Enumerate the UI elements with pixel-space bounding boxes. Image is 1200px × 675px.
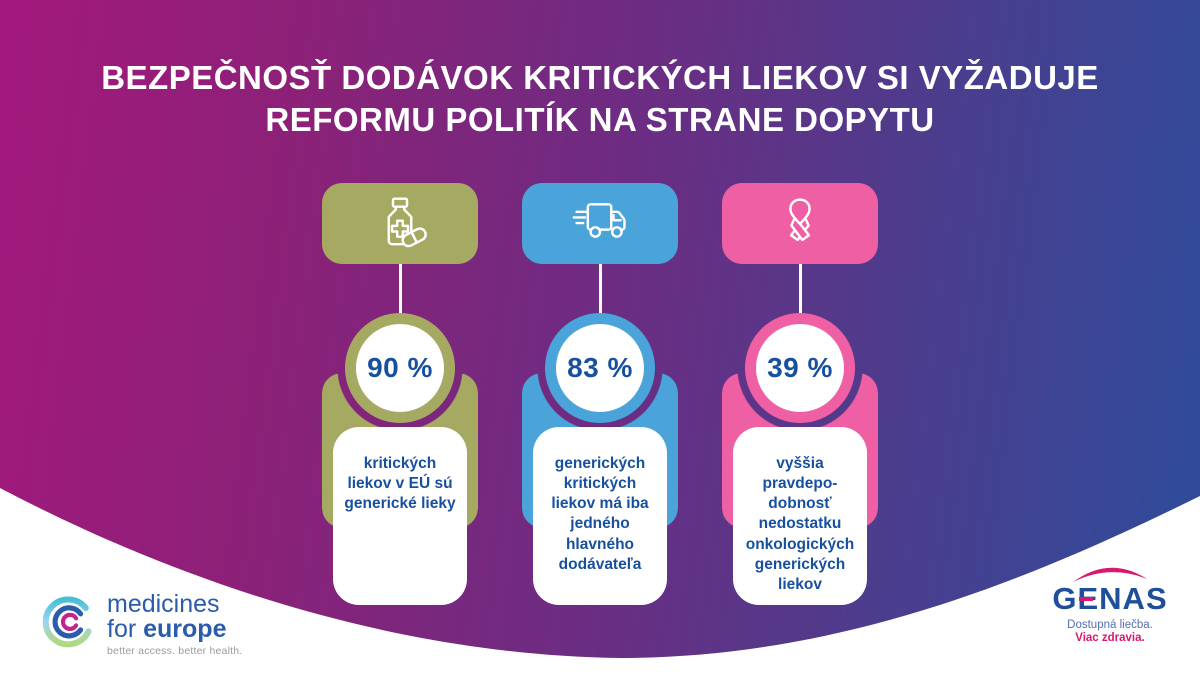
title-line-2: REFORMU POLITÍK NA STRANE DOPYTU (265, 101, 935, 138)
mfe-europe: europe (143, 615, 227, 643)
page-title: BEZPEČNOSŤ DODÁVOK KRITICKÝCH LIEKOV SI … (0, 57, 1200, 141)
genas-tagline-2: Viac zdravia. (1075, 632, 1145, 644)
stat-description: vyššia pravdepo- dobnosť nedostatku onko… (745, 455, 855, 593)
stat-description: generických kritických liekov má iba jed… (551, 455, 649, 573)
stat-percent: 90 % (367, 352, 433, 383)
mfe-tagline: better access. better health. (107, 645, 243, 657)
stat-column-generic-share: kritických liekov v EÚ sú generické liek… (320, 183, 480, 607)
delivery-truck-icon (522, 183, 678, 264)
medicine-bottle-glyph (387, 196, 427, 247)
connector-line (798, 264, 802, 315)
genas-logo: GENAS Dostupná liečba. Viac zdravia. (1040, 556, 1180, 644)
genas-tagline-1: Dostupná liečba. (1067, 619, 1153, 631)
stat-percent: 83 % (567, 352, 633, 383)
awareness-ribbon-glyph (789, 197, 811, 241)
mfe-name-line-1: medicines (107, 590, 220, 618)
stat-circle: 83 % (545, 313, 655, 423)
mfe-for: for (107, 615, 144, 643)
genas-letters-nas: NAS (1099, 581, 1168, 616)
medicines-for-europe-logo: medicines for europe better access. bett… (42, 589, 242, 657)
delivery-truck-glyph (572, 202, 626, 238)
stat-description-card: kritických liekov v EÚ sú generické liek… (333, 427, 467, 605)
genas-arc-icon (1040, 556, 1180, 584)
awareness-ribbon-icon (722, 183, 878, 264)
connector-line (398, 264, 402, 315)
medicines-for-europe-mark-icon (42, 596, 92, 648)
genas-letter-e: E (1077, 581, 1100, 616)
connector-line (598, 264, 602, 315)
genas-letter-g: G (1052, 581, 1078, 616)
stat-column-single-supplier: generických kritických liekov má iba jed… (520, 183, 680, 607)
mfe-name-line-2: for europe (107, 616, 242, 642)
stat-column-oncology-shortage: vyššia pravdepo- dobnosť nedostatku onko… (720, 183, 880, 607)
stat-circle: 90 % (345, 313, 455, 423)
title-line-1: BEZPEČNOSŤ DODÁVOK KRITICKÝCH LIEKOV SI … (101, 59, 1099, 96)
medicines-for-europe-wordmark: medicines for europe better access. bett… (107, 589, 243, 658)
stat-percent: 39 % (767, 352, 833, 383)
genas-wordmark: GENAS (1040, 583, 1180, 615)
stat-description-card: vyššia pravdepo- dobnosť nedostatku onko… (733, 427, 867, 605)
stat-description: kritických liekov v EÚ sú generické liek… (344, 455, 456, 513)
stat-circle: 39 % (745, 313, 855, 423)
stat-description-card: generických kritických liekov má iba jed… (533, 427, 667, 605)
medicine-bottle-icon (322, 183, 478, 264)
